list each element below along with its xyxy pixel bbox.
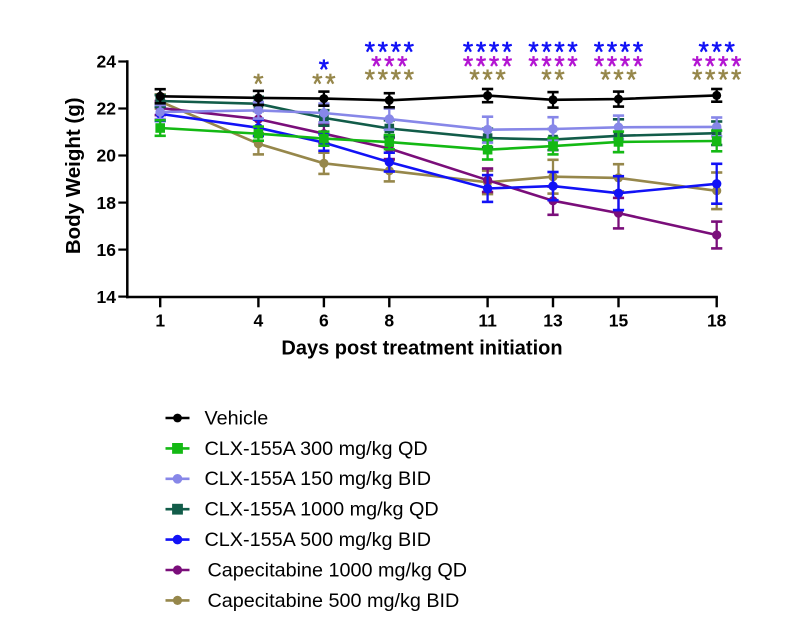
svg-text:18: 18: [707, 311, 727, 331]
svg-text:22: 22: [97, 99, 117, 119]
svg-text:4: 4: [254, 311, 264, 331]
svg-text:CLX-155A 1000 mg/kg QD: CLX-155A 1000 mg/kg QD: [205, 499, 439, 521]
svg-text:CLX-155A 150 mg/kg BID: CLX-155A 150 mg/kg BID: [205, 468, 432, 490]
svg-text:15: 15: [609, 311, 629, 331]
svg-text:6: 6: [319, 311, 329, 331]
svg-text:20: 20: [97, 146, 117, 166]
svg-text:CLX-155A 500 mg/kg BID: CLX-155A 500 mg/kg BID: [205, 529, 432, 551]
svg-text:Vehicle: Vehicle: [205, 407, 269, 429]
svg-text:Capecitabine 1000 mg/kg QD: Capecitabine 1000 mg/kg QD: [208, 559, 468, 581]
svg-text:24: 24: [97, 52, 117, 72]
svg-text:14: 14: [97, 287, 117, 307]
svg-text:11: 11: [478, 311, 497, 331]
svg-text:Days post treatment initiation: Days post treatment initiation: [281, 338, 562, 360]
svg-text:Body Weight (g): Body Weight (g): [62, 97, 85, 254]
svg-text:13: 13: [543, 311, 563, 331]
svg-text:8: 8: [384, 311, 394, 331]
svg-text:Capecitabine 500 mg/kg BID: Capecitabine 500 mg/kg BID: [208, 590, 460, 612]
svg-text:18: 18: [97, 193, 117, 213]
svg-text:CLX-155A 300 mg/kg QD: CLX-155A 300 mg/kg QD: [205, 438, 428, 460]
svg-text:16: 16: [97, 240, 117, 260]
svg-text:1: 1: [155, 311, 165, 331]
